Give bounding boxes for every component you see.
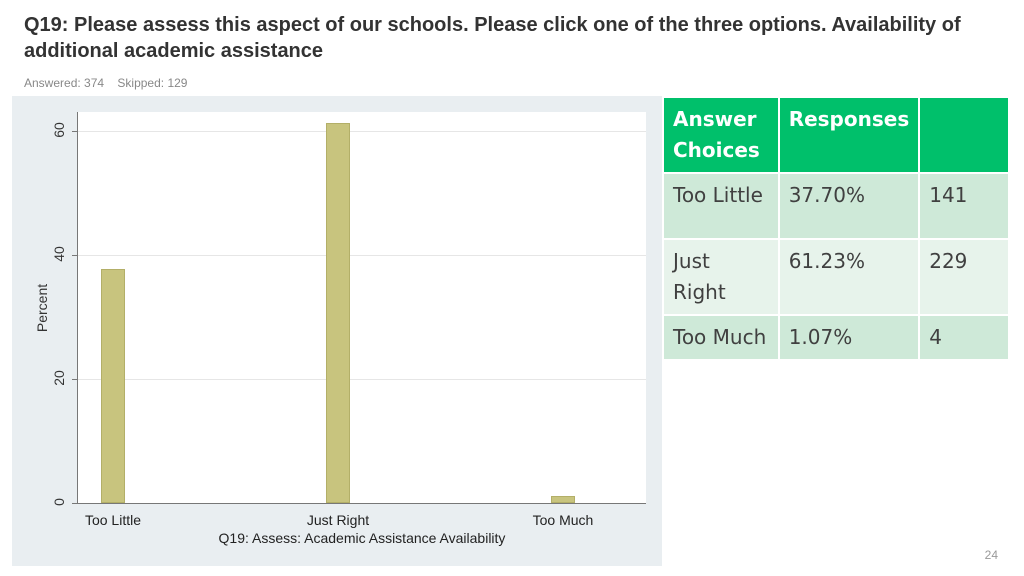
percent-cell: 1.07% xyxy=(777,314,921,361)
choice-cell: Too Much xyxy=(662,314,780,361)
bar-just-right xyxy=(326,122,350,503)
y-tick xyxy=(72,503,78,504)
bar-too-little xyxy=(101,269,125,503)
choice-cell: Just Right xyxy=(662,238,780,316)
table-row: Just Right 61.23% 229 xyxy=(662,238,1010,316)
skipped-count: Skipped: 129 xyxy=(117,76,188,90)
question-title: Q19: Please assess this aspect of our sc… xyxy=(24,14,961,62)
x-tick-label: Too Much xyxy=(532,512,594,528)
y-tick-label: 40 xyxy=(51,246,67,262)
y-axis-line xyxy=(77,112,78,504)
table-row: Too Little 37.70% 141 xyxy=(662,172,1010,240)
plot-area xyxy=(78,112,646,504)
y-tick-label: 20 xyxy=(51,370,67,386)
gridline xyxy=(78,379,646,380)
count-cell: 229 xyxy=(918,238,1010,316)
answered-count: Answered: 374 xyxy=(24,76,105,90)
x-tick-label: Too Little xyxy=(84,512,142,528)
choice-cell: Too Little xyxy=(662,172,780,240)
bar-too-much xyxy=(551,496,575,503)
table-header-row: Answer Choices Responses xyxy=(662,96,1010,174)
header-responses: Responses xyxy=(777,96,921,174)
x-tick-label: Just Right xyxy=(306,512,370,528)
count-cell: 141 xyxy=(918,172,1010,240)
x-axis-line xyxy=(78,503,646,504)
count-cell: 4 xyxy=(918,314,1010,361)
y-tick xyxy=(72,255,78,256)
percent-cell: 37.70% xyxy=(777,172,921,240)
header-count xyxy=(918,96,1010,174)
page-number: 24 xyxy=(984,548,998,562)
table-row: Too Much 1.07% 4 xyxy=(662,314,1010,361)
y-tick-label: 60 xyxy=(51,122,67,138)
y-tick xyxy=(72,379,78,380)
gridline xyxy=(78,255,646,256)
x-axis-label: Q19: Assess: Academic Assistance Availab… xyxy=(218,530,506,546)
gridline xyxy=(78,131,646,132)
response-summary: Answered: 374 Skipped: 129 xyxy=(24,76,197,90)
y-tick xyxy=(72,131,78,132)
y-axis-label: Percent xyxy=(34,283,50,333)
percent-cell: 61.23% xyxy=(777,238,921,316)
header-answer-choices: Answer Choices xyxy=(662,96,780,174)
responses-table: Answer Choices Responses Too Little 37.7… xyxy=(662,96,1010,361)
